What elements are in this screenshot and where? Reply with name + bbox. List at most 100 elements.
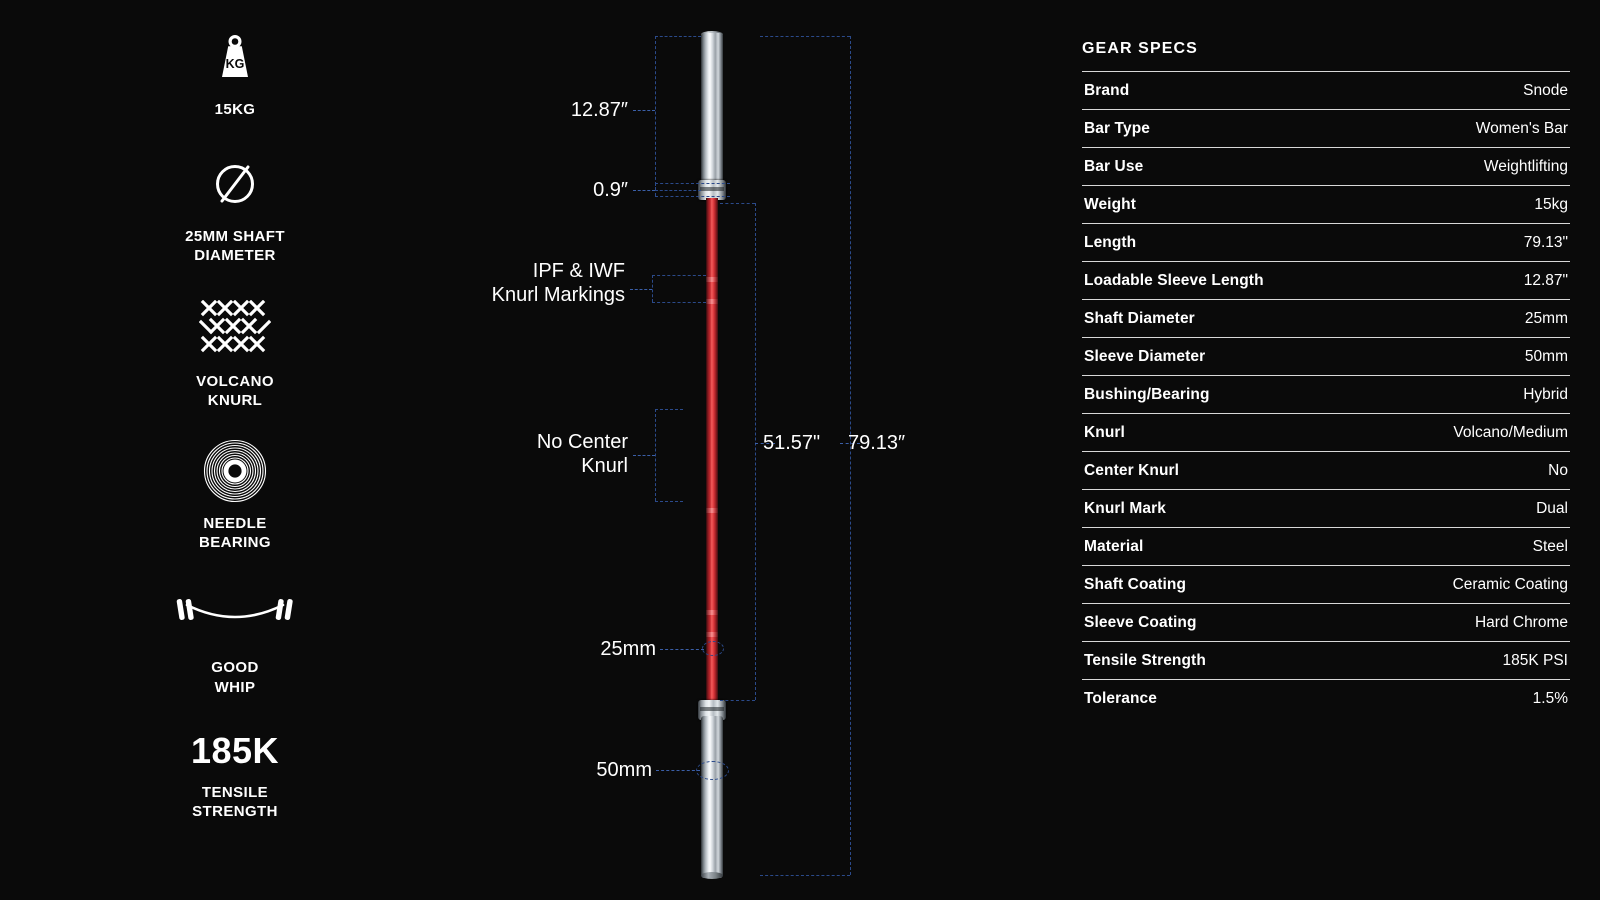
spec-row: Tensile Strength 185K PSI	[1082, 641, 1570, 679]
leader-knurl-marks	[630, 289, 652, 290]
dim-line-sleeve-length	[655, 36, 656, 190]
callout-shaft-diameter: 25mm	[600, 638, 656, 660]
barbell-sleeve-top	[701, 33, 723, 185]
leader-collar-width	[633, 190, 655, 191]
feature-highlights-column: KG 15KG 25MM SHAFT DIAMETER	[0, 0, 470, 900]
spec-key: Bar Type	[1084, 120, 1150, 137]
knurl-mark-ring-iwf	[706, 299, 718, 304]
dim-tick-total-top	[760, 36, 850, 37]
spec-key: Tolerance	[1084, 690, 1157, 707]
spec-row: Weight 15kg	[1082, 185, 1570, 223]
knurl-mark-ring-ipf	[706, 277, 718, 282]
gear-specs-table: Brand Snode Bar Type Women's Bar Bar Use Weig…	[1082, 71, 1570, 717]
dim-tick-collar-bottom	[655, 196, 730, 197]
spec-key: Center Knurl	[1084, 462, 1180, 479]
dim-tick-collar-top	[655, 183, 730, 184]
leader-sleeve-length	[633, 110, 655, 111]
gear-specs-title: GEAR SPECS	[1082, 40, 1198, 57]
spec-row: Tolerance 1.5%	[1082, 679, 1570, 717]
spec-row: Bushing/Bearing Hybrid	[1082, 375, 1570, 413]
spec-row: Knurl Volcano/Medium	[1082, 413, 1570, 451]
dim-tick-sleeve-bottom	[655, 190, 701, 191]
spec-key: Tensile Strength	[1084, 652, 1206, 669]
callout-collar-width: 0.9″	[593, 179, 628, 201]
feature-label: TENSILE STRENGTH	[192, 783, 278, 820]
dim-tick-total-bottom	[760, 875, 850, 876]
feature-label: VOLCANO KNURL	[196, 372, 274, 409]
dim-line-total-length	[850, 36, 851, 875]
spec-row: Bar Use Weightlifting	[1082, 147, 1570, 185]
spec-row: Center Knurl No	[1082, 451, 1570, 489]
spec-key: Weight	[1084, 196, 1136, 213]
feature-good-whip: GOOD WHIP	[85, 584, 385, 696]
dim-arc-sleeve-diameter	[696, 761, 729, 780]
callout-sleeve-length: 12.87″	[570, 99, 628, 121]
spec-value: Hybrid	[1523, 386, 1568, 403]
feature-label: GOOD WHIP	[211, 659, 259, 696]
dim-tick-knurl-top	[652, 275, 706, 276]
feature-label: NEEDLE BEARING	[199, 514, 271, 552]
spec-value: Hard Chrome	[1474, 614, 1568, 631]
kettlebell-weight-icon: KG	[212, 26, 258, 88]
spec-value: 79.13"	[1523, 234, 1568, 251]
dim-line-collar	[655, 183, 656, 196]
dim-tick-shaft-top	[720, 203, 755, 204]
feature-tensile-strength: 185K TENSILE STRENGTH	[85, 729, 385, 821]
dim-line-shaft-length	[755, 203, 756, 700]
spec-key: Knurl Mark	[1084, 500, 1166, 517]
dim-tick-center-top	[655, 409, 683, 410]
gear-specs-panel: GEAR SPECS Brand Snode Bar Type Women's Bar…	[1070, 0, 1600, 900]
spec-row: Sleeve Coating Hard Chrome	[1082, 603, 1570, 641]
spec-row: Knurl Mark Dual	[1082, 489, 1570, 527]
spec-value: Volcano/Medium	[1453, 424, 1568, 441]
knurl-mark-ring-lower	[706, 508, 718, 513]
barbell-collar-bottom	[698, 700, 726, 720]
spec-key: Loadable Sleeve Length	[1084, 272, 1264, 289]
leader-shaft-length	[755, 443, 775, 444]
spec-value: Steel	[1532, 538, 1568, 555]
leader-shaft-diameter	[660, 649, 704, 650]
feature-needle-bearing: NEEDLE BEARING	[85, 439, 385, 552]
barbell-diagram: 12.87″ 0.9″ IPF & IWF Knurl Markings No …	[470, 0, 1070, 900]
needle-bearing-rings-icon	[203, 439, 267, 502]
spec-value: Ceramic Coating	[1452, 576, 1568, 593]
feature-label: 15KG	[214, 101, 256, 118]
spec-key: Sleeve Diameter	[1084, 348, 1206, 365]
crosshatch-knurl-icon	[199, 298, 271, 360]
spec-row: Shaft Diameter 25mm	[1082, 299, 1570, 337]
callout-sleeve-diameter: 50mm	[596, 759, 652, 781]
spec-value: 25mm	[1524, 310, 1568, 327]
callout-total-length: 79.13″	[848, 432, 906, 454]
spec-value: 12.87"	[1523, 272, 1568, 289]
callout-knurl-markings: IPF & IWF Knurl Markings	[491, 260, 625, 307]
callout-center-knurl: No Center Knurl	[536, 431, 628, 478]
feature-label: 25MM SHAFT DIAMETER	[185, 228, 285, 265]
feature-volcano-knurl: VOLCANO KNURL	[85, 298, 385, 410]
barbell-sleeve-bottom	[701, 716, 723, 878]
spec-key: Sleeve Coating	[1084, 614, 1197, 631]
feature-shaft-diameter: 25MM SHAFT DIAMETER	[85, 153, 385, 265]
spec-key: Length	[1084, 234, 1137, 251]
spec-row: Loadable Sleeve Length 12.87"	[1082, 261, 1570, 299]
dim-tick-sleeve-top	[655, 36, 701, 37]
spec-value: Snode	[1523, 82, 1568, 99]
spec-row: Sleeve Diameter 50mm	[1082, 337, 1570, 375]
spec-value: 15kg	[1534, 196, 1568, 213]
leader-sleeve-diameter	[656, 770, 700, 771]
spec-row: Brand Snode	[1082, 71, 1570, 109]
spec-value: 1.5%	[1532, 690, 1568, 707]
sleeve-cap-bottom	[701, 872, 723, 879]
tensile-strength-value: 185K	[190, 729, 280, 771]
callout-shaft-length: 51.57"	[763, 432, 821, 454]
bending-barbell-whip-icon	[171, 584, 299, 646]
spec-value: Dual	[1536, 500, 1568, 517]
spec-value: 185K PSI	[1502, 652, 1569, 669]
spec-row: Length 79.13"	[1082, 223, 1570, 261]
dim-line-center-knurl	[655, 409, 656, 501]
dim-tick-knurl-bottom	[652, 302, 706, 303]
spec-row: Material Steel	[1082, 527, 1570, 565]
spec-value: Weightlifting	[1483, 158, 1568, 175]
barbell-collar-top	[698, 180, 726, 200]
spec-key: Bar Use	[1084, 158, 1144, 175]
